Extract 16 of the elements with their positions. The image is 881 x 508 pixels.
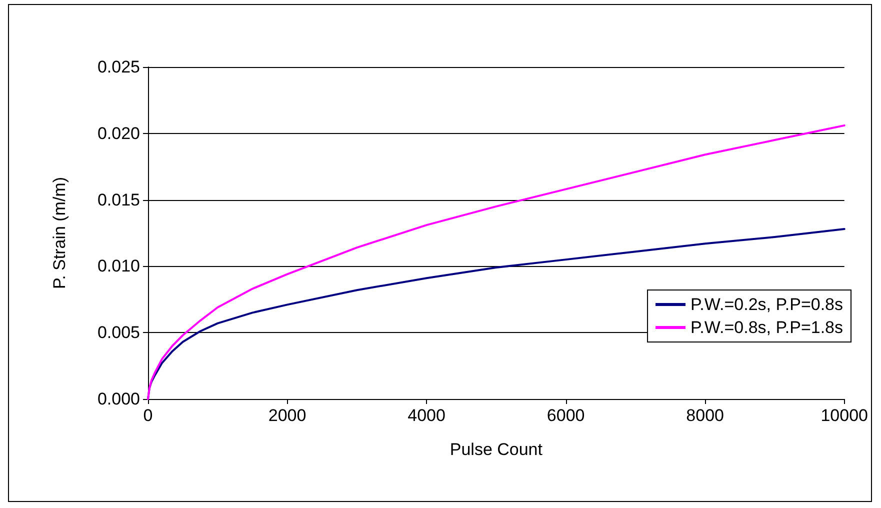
- x-tick-label: 2000: [268, 406, 306, 425]
- y-tick-label: 0.015: [97, 190, 140, 210]
- y-tick-label: 0.000: [97, 390, 140, 408]
- y-axis-title: P. Strain (m/m): [50, 176, 69, 290]
- x-tick-label: 6000: [546, 406, 585, 425]
- legend-label: P.W.=0.2s, P.P=0.8s: [690, 295, 844, 314]
- y-tick-label: 0.020: [97, 124, 140, 143]
- legend-label: P.W.=0.8s, P.P=1.8s: [690, 318, 844, 337]
- x-tick-label: 0: [143, 406, 153, 425]
- y-tick-label: 0.005: [97, 323, 140, 342]
- y-tick-label: 0.010: [97, 256, 140, 276]
- x-tick-label: 8000: [686, 406, 724, 425]
- x-tick-label: 4000: [408, 406, 446, 425]
- x-tick-label: 10000: [820, 406, 868, 425]
- y-tick-label: 0.025: [97, 58, 140, 76]
- x-axis-title: Pulse Count: [450, 440, 543, 459]
